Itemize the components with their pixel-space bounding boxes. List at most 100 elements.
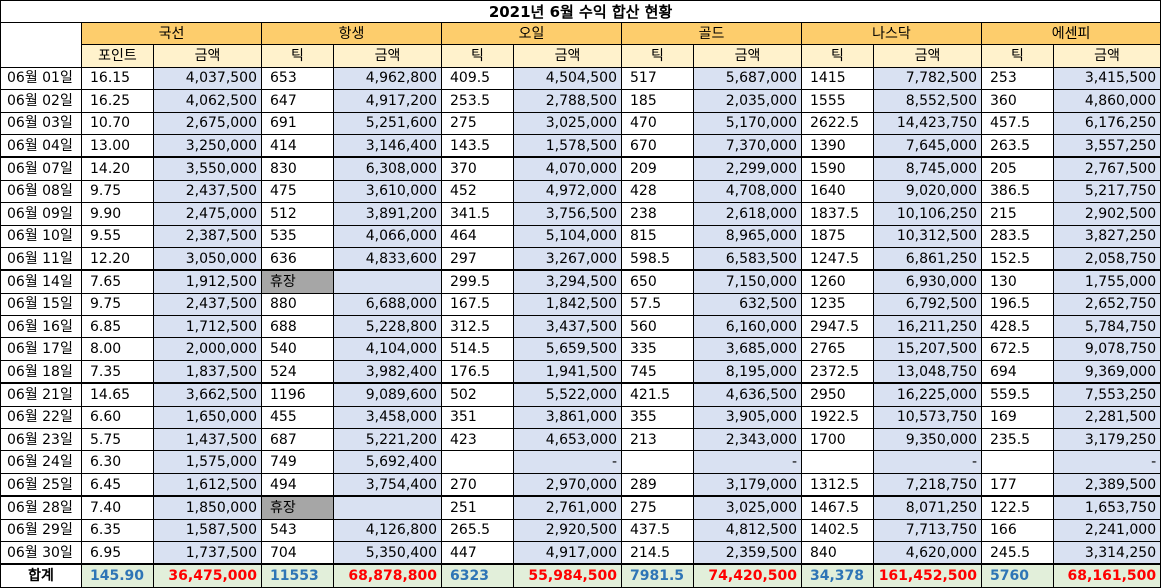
amount-cell[interactable]: 2,761,000 [513, 495, 622, 520]
group-header-gukseon[interactable]: 국선 [81, 21, 262, 46]
date-cell[interactable]: 06월 07일 [0, 156, 82, 181]
amount-cell[interactable]: 6,792,500 [873, 292, 982, 317]
amount-cell[interactable]: 10,106,250 [873, 202, 982, 226]
closed-cell[interactable]: 휴장 [261, 495, 334, 520]
tick-cell[interactable]: 421.5 [621, 382, 694, 407]
amount-cell[interactable]: 8,195,000 [693, 359, 802, 384]
amount-cell[interactable]: 13,048,750 [873, 359, 982, 384]
tick-cell[interactable]: 177 [981, 472, 1054, 497]
tick-cell[interactable]: 543 [261, 518, 334, 542]
total-amount-cell[interactable]: 55,984,500 [513, 563, 622, 588]
amount-cell[interactable]: 3,557,250 [1052, 133, 1162, 158]
tick-cell[interactable]: 370 [441, 156, 514, 181]
amount-cell[interactable] [333, 269, 442, 294]
amount-cell[interactable]: 6,176,250 [1052, 111, 1162, 135]
tick-cell[interactable]: 8.00 [81, 337, 154, 361]
amount-cell[interactable]: 3,754,400 [333, 472, 442, 497]
tick-cell[interactable]: 6.60 [81, 405, 154, 430]
amount-cell[interactable]: 10,312,500 [873, 224, 982, 248]
amount-cell[interactable]: 3,294,500 [513, 269, 622, 294]
amount-cell[interactable]: 3,550,000 [153, 156, 262, 181]
sub-header-cell[interactable]: 금액 [1052, 44, 1162, 68]
tick-cell[interactable]: 214.5 [621, 540, 694, 565]
amount-cell[interactable]: 7,645,000 [873, 133, 982, 158]
amount-cell[interactable]: 16,225,000 [873, 382, 982, 407]
amount-cell[interactable]: 3,982,400 [333, 359, 442, 384]
tick-cell[interactable]: 691 [261, 111, 334, 135]
tick-cell[interactable]: 205 [981, 156, 1054, 181]
sub-header-cell[interactable]: 금액 [153, 44, 262, 68]
total-tick-cell[interactable]: 145.90 [81, 563, 154, 588]
tick-cell[interactable]: 265.5 [441, 518, 514, 542]
tick-cell[interactable]: 6.85 [81, 315, 154, 339]
total-amount-cell[interactable]: 68,161,500 [1052, 563, 1162, 588]
amount-cell[interactable]: 4,620,000 [873, 540, 982, 565]
tick-cell[interactable]: 502 [441, 382, 514, 407]
date-cell[interactable]: 06월 22일 [0, 405, 82, 430]
tick-cell[interactable]: 122.5 [981, 495, 1054, 520]
amount-cell[interactable]: 4,104,000 [333, 337, 442, 361]
tick-cell[interactable]: 475 [261, 179, 334, 204]
tick-cell[interactable]: 1312.5 [801, 472, 874, 497]
tick-cell[interactable]: 880 [261, 292, 334, 317]
amount-cell[interactable]: - [513, 450, 622, 474]
amount-cell[interactable]: 2,359,500 [693, 540, 802, 565]
tick-cell[interactable]: 560 [621, 315, 694, 339]
tick-cell[interactable]: 512 [261, 202, 334, 226]
tick-cell[interactable]: 253.5 [441, 89, 514, 113]
tick-cell[interactable]: 694 [981, 359, 1054, 384]
total-tick-cell[interactable]: 7981.5 [621, 563, 694, 588]
amount-cell[interactable]: 3,267,000 [513, 246, 622, 271]
amount-cell[interactable]: 5,692,400 [333, 450, 442, 474]
amount-cell[interactable]: 1,755,000 [1052, 269, 1162, 294]
amount-cell[interactable]: 7,370,000 [693, 133, 802, 158]
tick-cell[interactable]: 14.20 [81, 156, 154, 181]
tick-cell[interactable]: 335 [621, 337, 694, 361]
amount-cell[interactable]: 5,221,200 [333, 428, 442, 452]
tick-cell[interactable]: 650 [621, 269, 694, 294]
sheet-title[interactable]: 2021년 6월 수익 합산 현황 [0, 0, 1162, 23]
amount-cell[interactable]: 2,970,000 [513, 472, 622, 497]
amount-cell[interactable]: 6,160,000 [693, 315, 802, 339]
total-amount-cell[interactable]: 68,878,800 [333, 563, 442, 588]
amount-cell[interactable]: 2,920,500 [513, 518, 622, 542]
amount-cell[interactable]: 3,179,250 [1052, 428, 1162, 452]
tick-cell[interactable]: 341.5 [441, 202, 514, 226]
date-cell[interactable]: 06월 17일 [0, 337, 82, 361]
total-tick-cell[interactable]: 5760 [981, 563, 1054, 588]
tick-cell[interactable]: 143.5 [441, 133, 514, 158]
amount-cell[interactable]: 8,071,250 [873, 495, 982, 520]
tick-cell[interactable]: 409.5 [441, 66, 514, 91]
sub-header-cell[interactable]: 금액 [513, 44, 622, 68]
tick-cell[interactable]: 235.5 [981, 428, 1054, 452]
total-tick-cell[interactable]: 6323 [441, 563, 514, 588]
tick-cell[interactable] [621, 450, 694, 474]
tick-cell[interactable]: 196.5 [981, 292, 1054, 317]
tick-cell[interactable]: 1196 [261, 382, 334, 407]
date-cell[interactable]: 06월 25일 [0, 472, 82, 497]
amount-cell[interactable]: 4,066,000 [333, 224, 442, 248]
amount-cell[interactable]: 5,659,500 [513, 337, 622, 361]
amount-cell[interactable]: 2,387,500 [153, 224, 262, 248]
amount-cell[interactable]: 7,150,000 [693, 269, 802, 294]
amount-cell[interactable]: 14,423,750 [873, 111, 982, 135]
date-cell[interactable]: 06월 23일 [0, 428, 82, 452]
tick-cell[interactable]: 1415 [801, 66, 874, 91]
tick-cell[interactable]: 312.5 [441, 315, 514, 339]
tick-cell[interactable]: 10.70 [81, 111, 154, 135]
amount-cell[interactable]: 10,573,750 [873, 405, 982, 430]
tick-cell[interactable]: 670 [621, 133, 694, 158]
sub-header-cell[interactable]: 금액 [873, 44, 982, 68]
sub-header-cell[interactable]: 틱 [801, 44, 874, 68]
amount-cell[interactable]: 5,228,800 [333, 315, 442, 339]
amount-cell[interactable]: 1,737,500 [153, 540, 262, 565]
date-cell[interactable]: 06월 24일 [0, 450, 82, 474]
tick-cell[interactable]: 535 [261, 224, 334, 248]
amount-cell[interactable]: 6,688,000 [333, 292, 442, 317]
group-header-oil[interactable]: 오일 [441, 21, 622, 46]
amount-cell[interactable]: 2,058,750 [1052, 246, 1162, 271]
tick-cell[interactable]: 299.5 [441, 269, 514, 294]
amount-cell[interactable]: 4,037,500 [153, 66, 262, 91]
total-amount-cell[interactable]: 74,420,500 [693, 563, 802, 588]
tick-cell[interactable]: 1402.5 [801, 518, 874, 542]
